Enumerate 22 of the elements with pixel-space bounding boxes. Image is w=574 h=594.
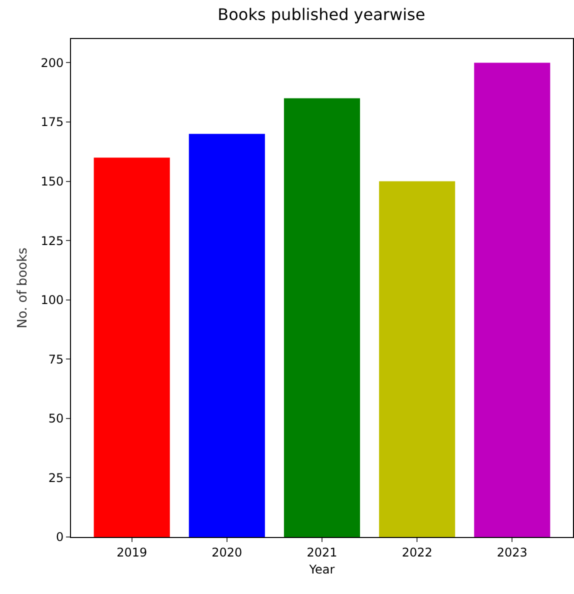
chart-title: Books published yearwise xyxy=(218,5,426,24)
x-tick-label: 2019 xyxy=(116,545,148,560)
y-tick-label: 200 xyxy=(40,56,64,70)
y-tick-label: 75 xyxy=(48,352,64,366)
y-tick-label: 0 xyxy=(56,530,64,544)
y-tick-label: 175 xyxy=(40,115,64,130)
y-tick-label: 125 xyxy=(40,234,64,248)
y-axis-title: No. of books xyxy=(16,247,31,328)
x-tick-label: 2021 xyxy=(306,545,338,560)
y-tick-label: 150 xyxy=(40,174,64,188)
y-tick-label: 25 xyxy=(48,470,64,485)
x-axis-title: Year xyxy=(308,562,335,576)
bar xyxy=(94,158,170,537)
bar xyxy=(284,98,360,537)
y-tick-label: 50 xyxy=(48,412,64,426)
bar xyxy=(379,181,456,537)
bar xyxy=(188,134,265,537)
x-tick-label: 2020 xyxy=(212,545,242,560)
bar xyxy=(474,62,550,537)
x-tick-label: 2023 xyxy=(496,545,528,560)
x-tick-label: 2022 xyxy=(402,545,432,560)
y-tick-label: 100 xyxy=(40,293,64,308)
